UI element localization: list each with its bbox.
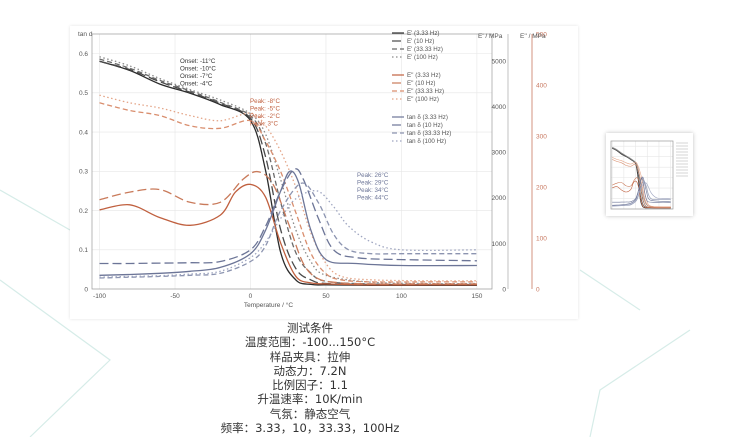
- annotation-onset: Onset: -11°C: [180, 58, 216, 65]
- y-tick-label-left: 0.6: [79, 51, 88, 58]
- condition-line: 升温速率：10K/min: [257, 392, 363, 407]
- condition-line: 气氛：静态空气: [269, 406, 351, 421]
- legend-label: tan δ (100 Hz): [407, 138, 446, 145]
- series-line: [99, 102, 477, 283]
- y-tick-label-e-prime: 5000: [492, 59, 507, 66]
- x-tick-label: -100: [93, 293, 106, 300]
- condition-line: 比例因子：1.1: [272, 378, 348, 393]
- condition-line: 样品夹具：拉伸: [269, 349, 351, 364]
- y-tick-label-e-double-prime: 500: [536, 31, 547, 38]
- series-line: [99, 190, 477, 278]
- x-axis-label: Temperature / °C: [244, 301, 294, 309]
- y-tick-label-left: 0.3: [79, 169, 88, 176]
- chart-card: 0 0.1 0.2 0.3 0.4 0.5 0.6 tan d 0 1000 2000 3000 400…: [70, 26, 578, 319]
- annotation-onset: Onset: -7°C: [180, 73, 213, 80]
- legend-label: E'' (3.33 Hz): [407, 72, 441, 79]
- x-tick-label: 0: [249, 293, 253, 300]
- y-axis-label-left: tan d: [78, 31, 93, 38]
- y-tick-label-e-prime: 3000: [492, 150, 507, 157]
- y-tick-label-e-double-prime: 100: [536, 235, 547, 242]
- condition-line: 频率：3.33，10，33.33，100Hz: [220, 421, 400, 436]
- y-tick-label-e-double-prime: 400: [536, 82, 547, 89]
- y-tick-label-e-double-prime: 300: [536, 133, 547, 140]
- annotation-peak-tan-delta: Peak: 26°C: [357, 172, 389, 179]
- legend-label: E'' (33.33 Hz): [407, 88, 444, 95]
- annotation-peak-e-double-prime: Peak: -8°C: [250, 98, 281, 105]
- annotation-onset: Onset: -4°C: [180, 81, 213, 88]
- legend-label: tan δ (10 Hz): [407, 122, 443, 129]
- series-line: [612, 157, 671, 208]
- y-tick-label-e-prime: 4000: [492, 104, 507, 111]
- legend-label: E'' (100 Hz): [407, 96, 439, 103]
- x-tick-label: 150: [471, 293, 482, 300]
- series-line: [99, 170, 477, 285]
- annotation-peak-e-double-prime: Peak: 3°C: [250, 121, 278, 128]
- annotation-peak-e-double-prime: Peak: -5°C: [250, 106, 281, 113]
- legend-label: E' (33.33 Hz): [407, 46, 443, 53]
- legend-label: tan δ (33.33 Hz): [407, 130, 451, 137]
- thumbnail-chart: [610, 140, 688, 210]
- series-line: [612, 176, 671, 203]
- annotation-peak-e-double-prime: Peak: -2°C: [250, 113, 281, 120]
- y-tick-label-e-prime: 2000: [492, 195, 507, 202]
- y-tick-label-e-prime: 0: [502, 286, 506, 293]
- plot-frame: [91, 33, 493, 290]
- annotation-peak-tan-delta: Peak: 29°C: [357, 180, 389, 187]
- condition-line: 动态力：7.2N: [273, 363, 347, 378]
- series-line: [99, 183, 477, 286]
- legend-label: E'' (10 Hz): [407, 80, 436, 87]
- chart-thumbnail[interactable]: [606, 133, 693, 216]
- series-line: [99, 170, 477, 276]
- series-line: [612, 182, 671, 207]
- legend-label: E' (3.33 Hz): [407, 30, 439, 37]
- y-tick-label-e-double-prime: 200: [536, 184, 547, 191]
- y-tick-label-left: 0.1: [79, 247, 88, 254]
- y-axis-label-e-prime: E' / MPa: [478, 33, 503, 40]
- series-line: [99, 58, 477, 286]
- legend-label: E' (100 Hz): [407, 54, 438, 61]
- y-tick-label-e-prime: 1000: [492, 241, 507, 248]
- x-tick-label: 50: [322, 293, 330, 300]
- annotation-onset: Onset: -10°C: [180, 66, 216, 73]
- series-line: [612, 177, 671, 208]
- y-tick-label-left: 0: [84, 286, 88, 293]
- y-tick-label-left: 0.5: [79, 90, 88, 97]
- annotation-peak-tan-delta: Peak: 44°C: [357, 195, 389, 202]
- legend-label: tan δ (3.33 Hz): [407, 114, 448, 121]
- test-conditions-title: 测试条件: [287, 321, 333, 335]
- test-conditions: 测试条件 温度范围：-100...150°C 样品夹具：拉伸 动态力：7.2N …: [190, 321, 430, 435]
- x-tick-label: 100: [396, 293, 407, 300]
- legend-label: E' (10 Hz): [407, 38, 434, 45]
- y-tick-label-e-double-prime: 0: [536, 286, 540, 293]
- series-line: [612, 180, 671, 207]
- y-tick-label-left: 0.4: [79, 129, 88, 136]
- condition-line: 温度范围：-100...150°C: [244, 335, 376, 350]
- y-axis-label-e-double-prime: E'' / MPa: [520, 33, 546, 40]
- plot-frame: [610, 140, 674, 210]
- y-tick-label-left: 0.2: [79, 208, 88, 215]
- annotation-peak-tan-delta: Peak: 34°C: [357, 187, 389, 194]
- series-line: [99, 94, 477, 282]
- series-line: [99, 168, 477, 265]
- x-tick-label: -50: [170, 293, 180, 300]
- series-line: [612, 159, 671, 208]
